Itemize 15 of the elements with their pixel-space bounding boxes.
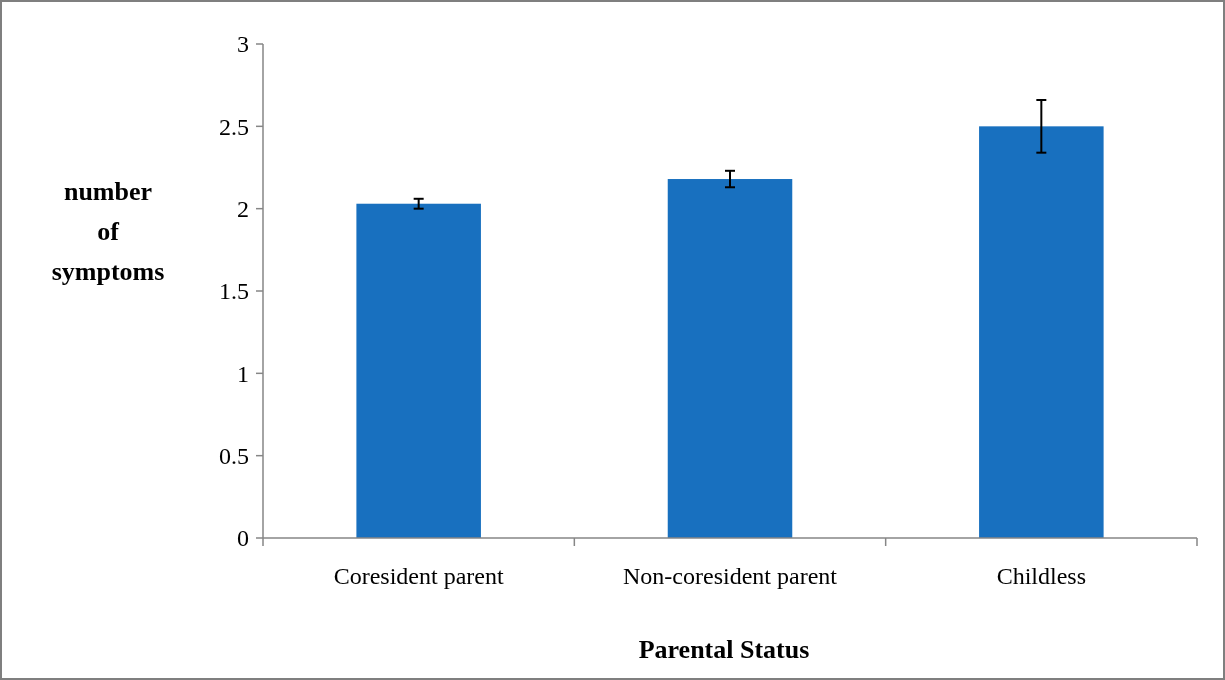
x-tick-label: Coresident parent [333, 563, 504, 589]
x-axis-title: Parental Status [638, 635, 810, 664]
y-tick-label: 2.5 [219, 113, 249, 140]
bar [979, 126, 1104, 538]
bar [667, 179, 793, 538]
y-tick-label: 1 [237, 360, 249, 387]
x-tick-label: Childless [996, 563, 1087, 589]
y-tick-label: 0 [237, 525, 249, 552]
y-tick-label: 3 [237, 31, 249, 58]
y-tick-label: 0.5 [219, 443, 249, 470]
bar [356, 203, 481, 538]
x-tick-label: Non-coresident parent [623, 563, 838, 589]
y-tick-label: 1.5 [219, 278, 249, 305]
y-axis-title: number of symptoms [51, 177, 165, 286]
y-tick-label: 2 [237, 196, 249, 223]
